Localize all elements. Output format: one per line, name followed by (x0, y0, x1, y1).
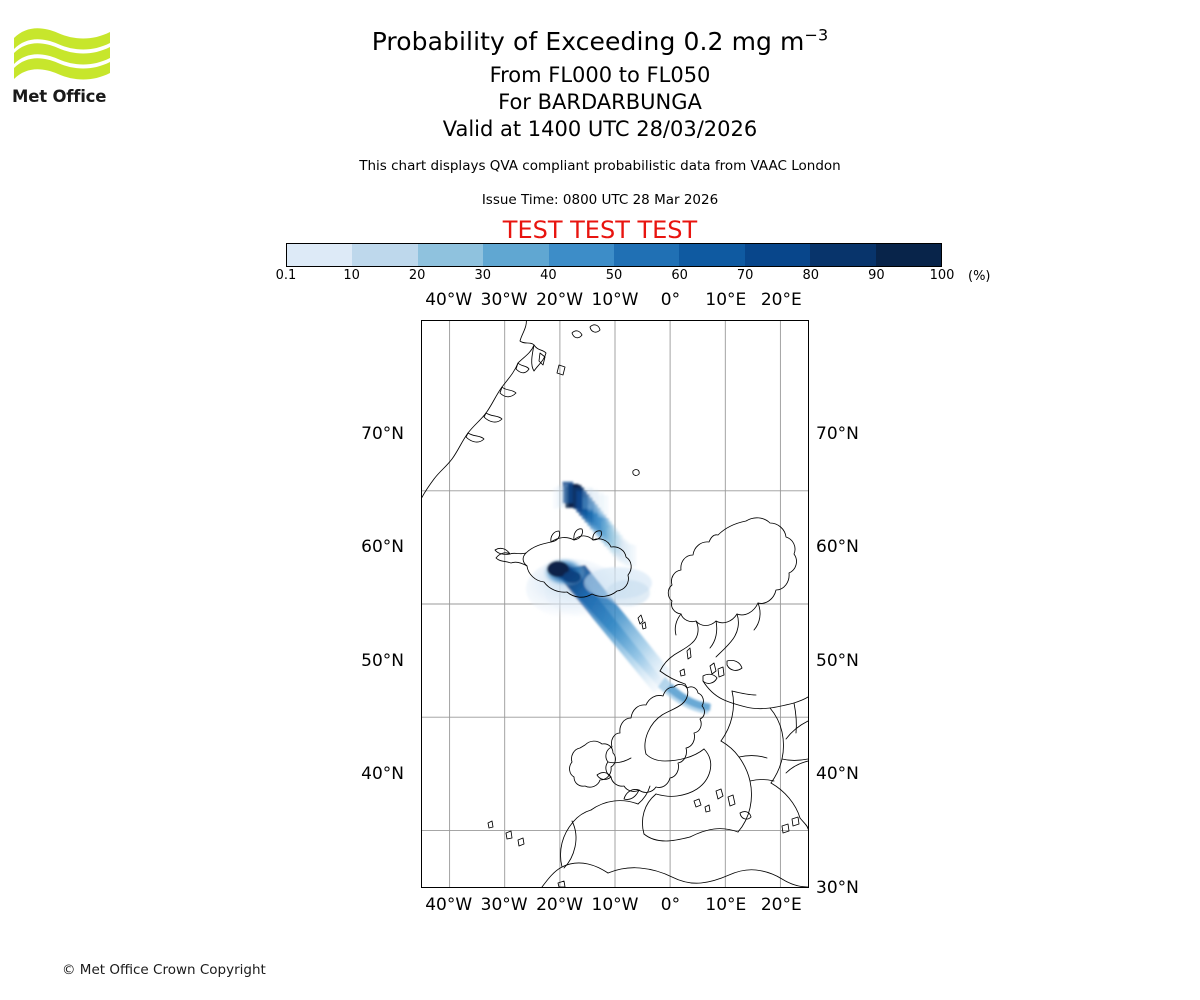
lat-label-left-holder: 50°N (0, 651, 414, 681)
lat-label-left-holder: 60°N (0, 537, 414, 567)
colorbar-swatch-8 (810, 244, 876, 266)
lat-label-right-70: 70°N (816, 423, 859, 444)
probability-colorbar (286, 243, 942, 267)
lat-label-left-70: 70°N (361, 423, 404, 444)
test-banner: TEST TEST TEST (502, 216, 698, 244)
lon-label-lon-bot-20: 20°E (760, 895, 802, 915)
colorbar-tick-labels: 0.1 10 20 30 40 50 60 70 80 90 100 (276, 268, 955, 288)
map-coastlines (422, 321, 808, 887)
colorbar-swatch-3 (483, 244, 549, 266)
colorbar-swatch-2 (417, 244, 484, 266)
colorbar-swatch-9 (875, 244, 942, 266)
lat-label-right-holder: 40°N (816, 764, 936, 794)
colorbar-tick-0-1: 0.1 (275, 268, 297, 283)
lat-label-right-30: 30°N (816, 878, 859, 898)
valid-time-subtitle: Valid at 1400 UTC 28/03/2026 (442, 117, 758, 141)
lat-label-right-holder: 50°N (816, 651, 936, 681)
colorbar-swatches (286, 243, 942, 267)
map-gridlines (422, 321, 808, 887)
colorbar-tick-100: 100 (929, 268, 955, 283)
page-title-text: Probability of Exceeding 0.2 mg m (371, 27, 805, 56)
colorbar-swatch-5 (614, 244, 680, 266)
colorbar-swatch-0 (287, 244, 353, 266)
lon-label-lon-top--10: 10°W (591, 290, 639, 310)
lat-label-right-holder: 30°N (816, 878, 936, 908)
lat-label-left-40: 40°N (361, 764, 404, 785)
map-canvas (422, 321, 808, 887)
lon-label-lon-bot--30: 30°W (480, 895, 528, 915)
met-office-logo-text: Met Office (12, 87, 107, 106)
colorbar-swatch-6 (679, 244, 745, 266)
colorbar-tick-50: 50 (605, 268, 623, 283)
colorbar-swatch-4 (548, 244, 615, 266)
lon-label-lon-top-20: 20°E (760, 290, 802, 310)
lat-label-right-50: 50°N (816, 650, 859, 671)
colorbar-tick-40: 40 (540, 268, 557, 283)
qva-note: This chart displays QVA compliant probab… (359, 158, 841, 174)
ash-plume (526, 557, 711, 714)
lon-label-lon-top--30: 30°W (480, 290, 528, 310)
colorbar-tick-20: 20 (408, 268, 426, 283)
flight-level-subtitle: From FL000 to FL050 (489, 63, 711, 87)
lon-label-lon-bot--20: 20°W (536, 895, 584, 915)
colorbar-tick-60: 60 (671, 268, 688, 283)
issue-time: Issue Time: 0800 UTC 28 Mar 2026 (481, 192, 719, 208)
lat-label-left-holder: 40°N (0, 764, 414, 794)
lon-label-lon-bot-10: 10°E (705, 895, 747, 915)
ash-plume-cells (553, 481, 637, 567)
lon-label-lon-bot-0: 0° (660, 895, 681, 915)
map-panel[interactable] (421, 320, 809, 888)
colorbar-tick-70: 70 (736, 268, 754, 283)
met-office-wave-mark (14, 28, 110, 80)
copyright-footer: © Met Office Crown Copyright (62, 962, 266, 978)
colorbar-unit-label: (%) (968, 269, 991, 284)
lat-label-right-holder: 70°N (816, 424, 936, 454)
lat-label-right-60: 60°N (816, 537, 859, 558)
lon-label-lon-bot--10: 10°W (591, 895, 639, 915)
lon-label-lon-top--20: 20°W (536, 290, 584, 310)
colorbar-tick-80: 80 (802, 268, 820, 283)
colorbar-tick-30: 30 (474, 268, 492, 283)
lon-label-lon-top-0: 0° (660, 290, 681, 310)
colorbar-tick-90: 90 (868, 268, 885, 283)
colorbar-tick-10: 10 (343, 268, 360, 283)
lon-label-lon-top--40: 40°W (425, 290, 473, 310)
lat-label-left-50: 50°N (361, 650, 404, 671)
lat-label-left-holder: 70°N (0, 424, 414, 454)
colorbar-swatch-7 (744, 244, 811, 266)
met-office-logo: Met Office (12, 24, 112, 114)
lat-label-left-60: 60°N (361, 537, 404, 558)
colorbar-swatch-1 (352, 244, 418, 266)
lat-label-right-holder: 60°N (816, 537, 936, 567)
lon-label-lon-top-10: 10°E (705, 290, 747, 310)
page-title-exponent: −3 (804, 25, 829, 45)
lon-label-lon-bot--40: 40°W (425, 895, 473, 915)
lat-label-right-40: 40°N (816, 764, 859, 785)
volcano-subtitle: For BARDARBUNGA (498, 90, 702, 114)
page-title: Probability of Exceeding 0.2 mg m−3 (0, 26, 1200, 58)
